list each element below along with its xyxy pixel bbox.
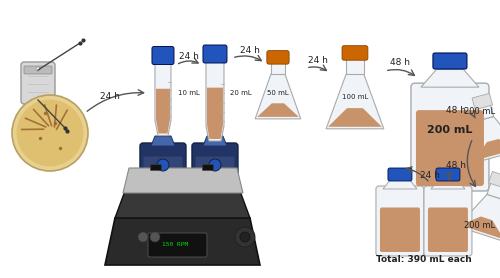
Circle shape xyxy=(16,100,84,167)
Polygon shape xyxy=(328,108,382,127)
Polygon shape xyxy=(155,61,171,135)
Polygon shape xyxy=(473,116,500,163)
Circle shape xyxy=(12,95,88,171)
Circle shape xyxy=(240,232,250,242)
Polygon shape xyxy=(151,136,175,146)
Circle shape xyxy=(157,159,169,171)
FancyBboxPatch shape xyxy=(202,165,213,170)
Polygon shape xyxy=(460,217,500,239)
FancyBboxPatch shape xyxy=(424,186,472,256)
Bar xyxy=(346,53,364,75)
FancyBboxPatch shape xyxy=(411,83,489,191)
Circle shape xyxy=(36,67,40,71)
Polygon shape xyxy=(474,139,500,161)
Text: 48 h: 48 h xyxy=(390,58,410,66)
Circle shape xyxy=(235,227,255,247)
Bar xyxy=(437,59,463,69)
Polygon shape xyxy=(488,172,500,188)
FancyBboxPatch shape xyxy=(428,207,468,252)
FancyBboxPatch shape xyxy=(192,143,238,179)
Circle shape xyxy=(150,232,160,242)
Polygon shape xyxy=(458,194,500,242)
Text: 10 mL: 10 mL xyxy=(178,90,200,96)
Text: 200 mL: 200 mL xyxy=(428,125,472,135)
FancyBboxPatch shape xyxy=(21,62,55,104)
Polygon shape xyxy=(203,136,227,146)
FancyBboxPatch shape xyxy=(140,143,186,179)
FancyBboxPatch shape xyxy=(436,168,460,181)
Circle shape xyxy=(138,232,148,242)
Text: 150 RPM: 150 RPM xyxy=(162,242,188,247)
Text: 24 h: 24 h xyxy=(179,51,199,61)
Polygon shape xyxy=(476,102,494,120)
Text: 50 mL: 50 mL xyxy=(267,90,289,96)
Text: 200 mL: 200 mL xyxy=(464,222,496,230)
Text: 200 mL: 200 mL xyxy=(464,106,496,115)
Text: 48 h: 48 h xyxy=(446,105,466,115)
Polygon shape xyxy=(421,69,479,87)
Bar xyxy=(440,173,456,178)
Polygon shape xyxy=(206,59,224,141)
Polygon shape xyxy=(105,218,260,265)
Bar xyxy=(392,173,408,178)
Text: 24 h: 24 h xyxy=(420,170,440,180)
FancyBboxPatch shape xyxy=(380,207,420,252)
Text: 20 mL: 20 mL xyxy=(230,90,252,96)
Polygon shape xyxy=(255,75,301,119)
FancyBboxPatch shape xyxy=(416,110,484,186)
Text: 24 h: 24 h xyxy=(308,56,328,64)
FancyBboxPatch shape xyxy=(152,46,174,64)
FancyBboxPatch shape xyxy=(388,168,412,181)
Polygon shape xyxy=(326,75,384,129)
Text: 100 mL: 100 mL xyxy=(342,94,368,100)
FancyBboxPatch shape xyxy=(24,66,52,74)
Polygon shape xyxy=(472,93,492,110)
Circle shape xyxy=(209,159,221,171)
FancyBboxPatch shape xyxy=(148,233,207,257)
Text: 24 h: 24 h xyxy=(100,91,120,101)
FancyBboxPatch shape xyxy=(267,51,289,64)
FancyBboxPatch shape xyxy=(376,186,424,256)
Polygon shape xyxy=(383,178,417,189)
Text: 24 h: 24 h xyxy=(240,46,260,54)
Polygon shape xyxy=(487,180,500,199)
Polygon shape xyxy=(257,103,299,117)
Polygon shape xyxy=(431,178,465,189)
FancyBboxPatch shape xyxy=(150,165,162,170)
Polygon shape xyxy=(156,89,170,133)
FancyBboxPatch shape xyxy=(342,46,368,60)
FancyBboxPatch shape xyxy=(433,53,467,69)
Text: 48 h: 48 h xyxy=(446,162,466,170)
Polygon shape xyxy=(115,191,250,218)
Polygon shape xyxy=(123,168,243,193)
FancyBboxPatch shape xyxy=(195,156,235,174)
Polygon shape xyxy=(207,88,223,139)
Text: Total: 390 mL each: Total: 390 mL each xyxy=(376,255,472,264)
FancyBboxPatch shape xyxy=(203,45,227,63)
Bar xyxy=(271,57,285,75)
FancyBboxPatch shape xyxy=(143,156,183,174)
